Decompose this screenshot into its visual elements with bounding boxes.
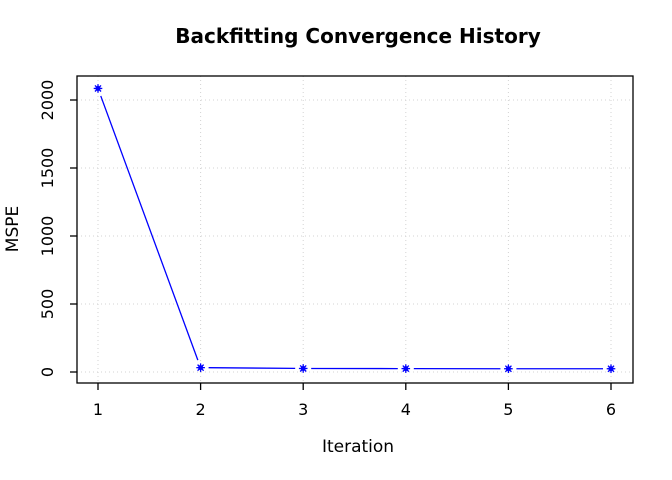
data-point-marker [298, 364, 308, 373]
series-line-segment [100, 95, 199, 361]
tick-labels: 1 2 3 4 5 6 0 500 1000 1500 2000 [38, 80, 616, 419]
x-tick-label: 5 [503, 400, 513, 419]
marker-dot [505, 366, 511, 372]
x-axis-label: Iteration [322, 437, 394, 457]
data-point-marker [93, 84, 103, 93]
chart-title: Backfitting Convergence History [175, 24, 541, 48]
y-axis-label: MSPE [3, 206, 23, 252]
data-point-marker [504, 364, 513, 374]
data-series [93, 84, 616, 374]
marker-dot [198, 365, 204, 371]
series-line-segment [208, 367, 296, 370]
y-tick-label: 1000 [38, 216, 57, 257]
x-tick-label: 6 [606, 400, 616, 419]
x-tick-label: 1 [93, 400, 103, 419]
x-tick-label: 4 [401, 400, 411, 419]
marker-dot [300, 365, 306, 371]
marker-dot [608, 366, 614, 372]
x-tick-label: 2 [196, 400, 206, 419]
marker-dot [403, 366, 409, 372]
gridlines [77, 76, 633, 383]
data-point-marker [606, 364, 616, 374]
data-point-marker [401, 364, 411, 373]
x-tick-label: 3 [298, 400, 308, 419]
data-point-marker [196, 363, 205, 372]
y-tick-label: 1500 [38, 148, 57, 189]
plot-border [76, 75, 634, 384]
axis-ticks [70, 99, 612, 390]
y-tick-label: 500 [38, 289, 57, 320]
marker-dot [95, 85, 101, 91]
y-tick-label: 2000 [38, 80, 57, 121]
y-tick-label: 0 [38, 367, 57, 377]
